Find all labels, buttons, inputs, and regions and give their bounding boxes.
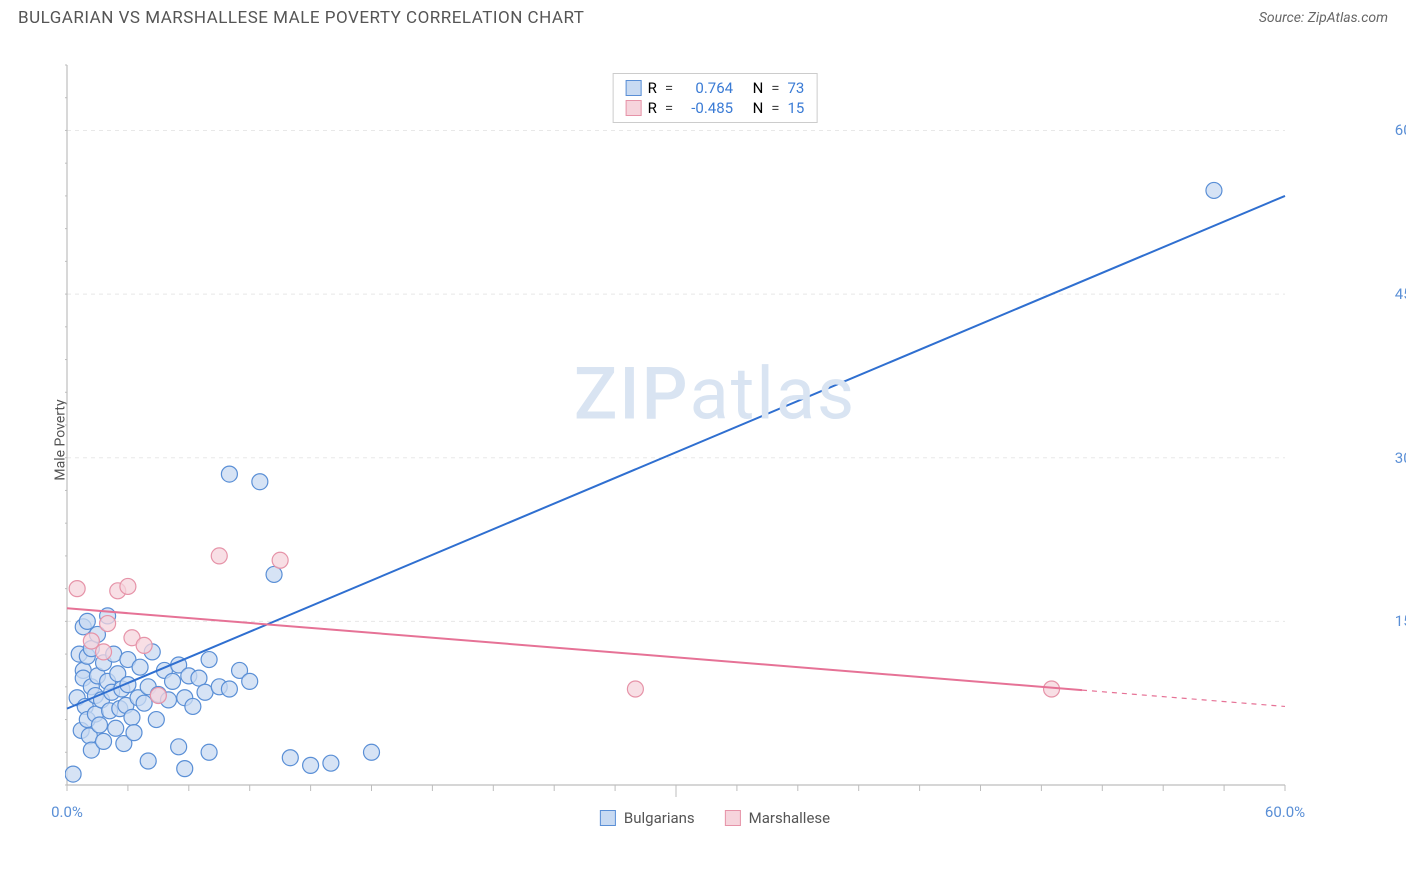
n-label: N xyxy=(753,79,764,97)
n-label: N xyxy=(753,99,764,117)
eq-sign: = xyxy=(771,79,779,97)
stats-row-bulgarians: R = 0.764 N = 73 xyxy=(626,78,805,98)
r-label: R xyxy=(648,79,657,97)
legend-label-marshallese: Marshallese xyxy=(749,809,830,827)
legend-label-bulgarians: Bulgarians xyxy=(624,809,695,827)
swatch-bulgarians xyxy=(626,80,642,96)
y-tick-label: 15.0% xyxy=(1395,612,1406,630)
r-value-marshallese: -0.485 xyxy=(681,99,733,117)
source-label: Source: ZipAtlas.com xyxy=(1259,10,1388,26)
chart-title: BULGARIAN VS MARSHALLESE MALE POVERTY CO… xyxy=(18,8,584,28)
legend-item-marshallese: Marshallese xyxy=(725,809,830,827)
y-tick-label: 45.0% xyxy=(1395,285,1406,303)
x-tick-label: 0.0% xyxy=(51,803,83,821)
plot-area: ZIPatlas R = 0.764 N = 73 R = -0.485 N = xyxy=(65,55,1365,825)
stats-legend: R = 0.764 N = 73 R = -0.485 N = 15 xyxy=(613,73,818,123)
r-value-bulgarians: 0.764 xyxy=(681,79,733,97)
chart-svg xyxy=(65,55,1365,825)
x-tick-label: 60.0% xyxy=(1265,803,1305,821)
eq-sign: = xyxy=(665,99,673,117)
eq-sign: = xyxy=(665,79,673,97)
n-value-bulgarians: 73 xyxy=(788,79,805,97)
r-label: R xyxy=(648,99,657,117)
swatch-marshallese xyxy=(626,100,642,116)
swatch-bulgarians xyxy=(600,810,616,826)
bottom-legend: Bulgarians Marshallese xyxy=(600,809,830,827)
chart-container: Male Poverty ZIPatlas R = 0.764 N = 73 R… xyxy=(20,40,1386,840)
eq-sign: = xyxy=(771,99,779,117)
legend-item-bulgarians: Bulgarians xyxy=(600,809,695,827)
stats-row-marshallese: R = -0.485 N = 15 xyxy=(626,98,805,118)
y-tick-label: 30.0% xyxy=(1395,449,1406,467)
n-value-marshallese: 15 xyxy=(788,99,805,117)
swatch-marshallese xyxy=(725,810,741,826)
y-tick-label: 60.0% xyxy=(1395,121,1406,139)
